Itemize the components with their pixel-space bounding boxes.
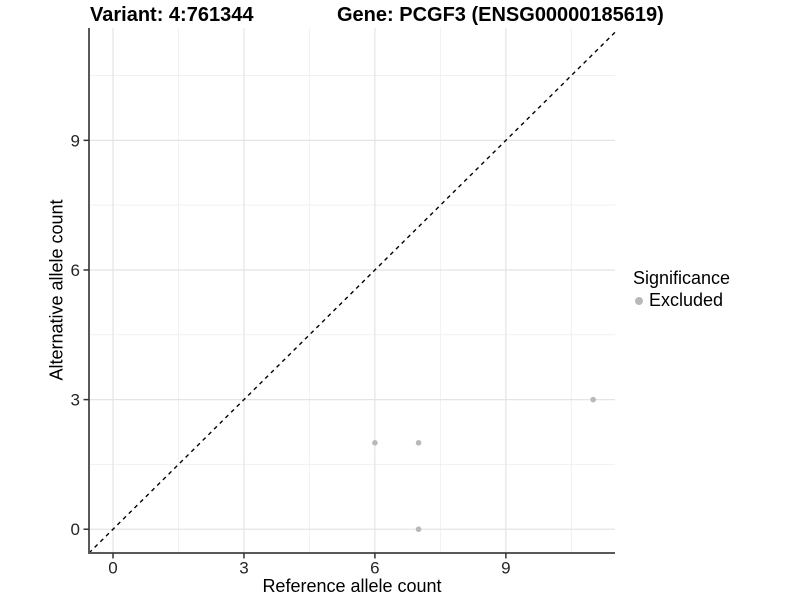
legend: Significance Excluded — [633, 267, 730, 311]
x-tick-label: 3 — [239, 559, 248, 578]
x-axis-title: Reference allele count — [262, 576, 442, 596]
legend-title: Significance — [633, 268, 731, 288]
data-point — [590, 396, 596, 403]
data-point — [372, 440, 378, 446]
legend-item-excluded: Excluded — [633, 290, 730, 311]
identity-line — [88, 31, 616, 554]
data-point — [415, 526, 422, 533]
variant-title: Variant: 4:761344 — [90, 4, 254, 26]
y-axis-title: Alternative allele count — [46, 199, 67, 381]
x-tick-label: 0 — [108, 559, 117, 578]
y-tick-label: 9 — [71, 131, 80, 150]
x-tick-label: 6 — [370, 559, 379, 578]
y-tick-label: 3 — [71, 391, 80, 410]
data-point — [415, 440, 422, 446]
legend-item-label: Excluded — [649, 290, 724, 310]
gene-title: Gene: PCGF3 (ENSG00000185619) — [337, 4, 664, 26]
y-tick-label: 0 — [71, 520, 80, 539]
x-tick-label: 9 — [501, 559, 510, 578]
excluded-point-icon — [635, 296, 643, 305]
y-tick-label: 6 — [71, 261, 80, 280]
